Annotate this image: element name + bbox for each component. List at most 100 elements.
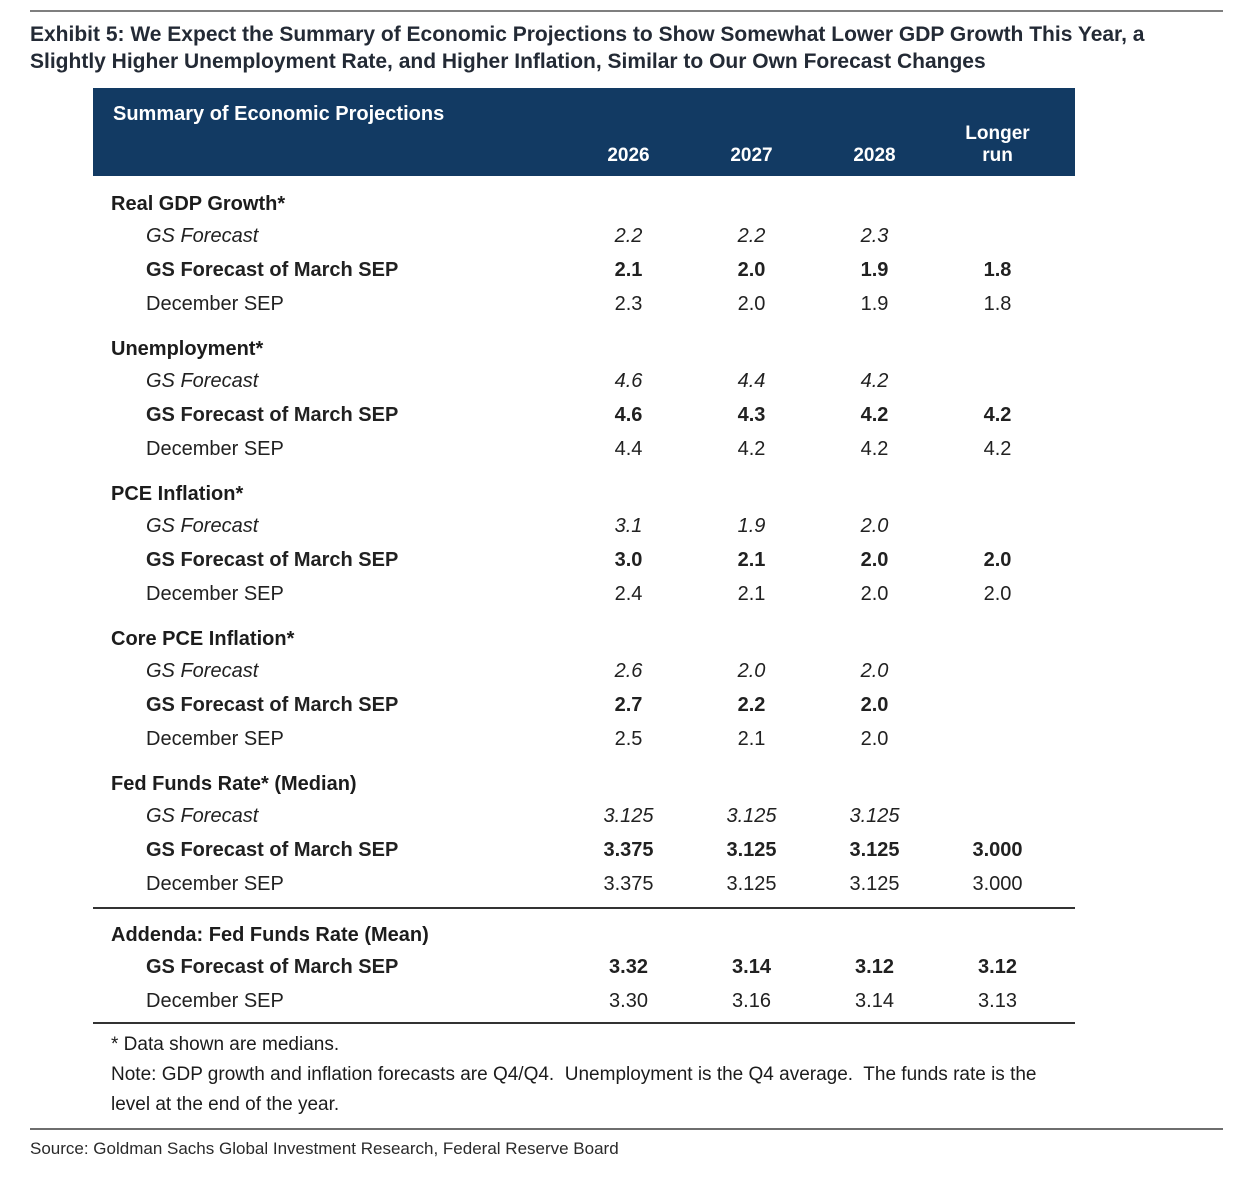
table-section: Addenda: Fed Funds Rate (Mean) GS Forecas… — [93, 907, 1075, 1018]
value-cell: 1.9 — [737, 514, 766, 537]
value-cell: 3.32 — [609, 955, 648, 978]
table-row: GS Forecast 2.6 2.0 2.0 — [93, 654, 1075, 688]
value-cell: 2.6 — [614, 659, 643, 682]
table-row: December SEP 2.5 2.1 2.0 — [93, 722, 1075, 756]
value-cell: 2.1 — [737, 548, 766, 571]
value-cell: 3.125 — [726, 804, 777, 827]
section-label: PCE Inflation* — [111, 483, 244, 505]
value-cell: 2.0 — [860, 727, 889, 750]
value-cell: 2.5 — [614, 727, 643, 750]
table-row: GS Forecast of March SEP 3.375 3.125 3.125 3… — [93, 833, 1075, 867]
row-label: December SEP — [146, 872, 284, 895]
value-cell: 4.6 — [614, 403, 643, 426]
table-section: PCE Inflation* GS Forecast 3.1 1.9 2.0 GS For… — [93, 466, 1075, 611]
column-header-longer-run: Longer run — [965, 123, 1030, 166]
value-cell: 4.2 — [860, 403, 889, 426]
value-cell: 2.0 — [983, 582, 1012, 605]
table-row: GS Forecast 3.125 3.125 3.125 — [93, 799, 1075, 833]
value-cell: 4.2 — [860, 437, 889, 460]
section-label: Core PCE Inflation* — [111, 628, 295, 650]
value-cell: 3.125 — [849, 838, 900, 861]
value-cell: 2.0 — [860, 659, 889, 682]
value-cell: 4.2 — [860, 369, 889, 392]
value-cell: 3.14 — [732, 955, 771, 978]
row-label: GS Forecast of March SEP — [146, 258, 399, 281]
table-row: GS Forecast of March SEP 2.7 2.2 2.0 — [93, 688, 1075, 722]
value-cell: 3.1 — [614, 514, 643, 537]
value-cell: 2.2 — [737, 693, 766, 716]
value-cell: 2.0 — [737, 292, 766, 315]
value-cell: 4.3 — [737, 403, 766, 426]
value-cell: 3.125 — [726, 872, 777, 895]
value-cell: 3.13 — [978, 989, 1017, 1012]
value-cell: 2.1 — [737, 582, 766, 605]
footnote-note: Note: GDP growth and inflation forecasts… — [111, 1064, 1042, 1115]
row-label: GS Forecast of March SEP — [146, 955, 399, 978]
column-header-2027: 2027 — [730, 145, 773, 166]
exhibit-title: Exhibit 5: We Expect the Summary of Econ… — [30, 23, 1145, 73]
row-label: December SEP — [146, 582, 284, 605]
row-label: December SEP — [146, 989, 284, 1012]
value-cell: 3.125 — [849, 872, 900, 895]
source-rule — [30, 1128, 1223, 1130]
table-row: December SEP 3.30 3.16 3.14 3.13 — [93, 984, 1075, 1018]
value-cell: 2.0 — [860, 548, 889, 571]
value-cell: 2.0 — [737, 659, 766, 682]
table-row: December SEP 4.4 4.2 4.2 4.2 — [93, 432, 1075, 466]
value-cell: 4.2 — [983, 403, 1012, 426]
value-cell: 3.375 — [603, 872, 654, 895]
table-row: GS Forecast 4.6 4.4 4.2 — [93, 364, 1075, 398]
value-cell: 2.3 — [860, 224, 889, 247]
table-section: Fed Funds Rate* (Median) GS Forecast 3.125… — [93, 756, 1075, 901]
value-cell: 1.9 — [860, 258, 889, 281]
row-label: GS Forecast — [146, 224, 259, 247]
table-row: December SEP 2.4 2.1 2.0 2.0 — [93, 577, 1075, 611]
row-label: GS Forecast of March SEP — [146, 693, 399, 716]
section-label: Fed Funds Rate* (Median) — [111, 773, 357, 795]
section-label: Addenda: Fed Funds Rate (Mean) — [111, 924, 429, 946]
table-row: GS Forecast of March SEP 3.32 3.14 3.12 3.12 — [93, 950, 1075, 984]
row-label: GS Forecast — [146, 369, 259, 392]
row-label: GS Forecast of March SEP — [146, 838, 399, 861]
table-header: Summary of Economic Projections 2026 202… — [93, 88, 1075, 176]
table-row: GS Forecast of March SEP 4.6 4.3 4.2 4.2 — [93, 398, 1075, 432]
value-cell: 2.0 — [860, 693, 889, 716]
row-label: GS Forecast — [146, 659, 259, 682]
value-cell: 3.0 — [614, 548, 643, 571]
row-label: GS Forecast of March SEP — [146, 403, 399, 426]
value-cell: 2.0 — [737, 258, 766, 281]
footnotes: * Data shown are medians. Note: GDP grow… — [93, 1024, 1075, 1120]
value-cell: 2.2 — [737, 224, 766, 247]
table-row: GS Forecast 3.1 1.9 2.0 — [93, 509, 1075, 543]
section-label: Real GDP Growth* — [111, 193, 286, 215]
value-cell: 3.000 — [972, 872, 1023, 895]
table-section: Real GDP Growth* GS Forecast 2.2 2.2 2.3 GS F… — [93, 176, 1075, 321]
section-divider — [93, 907, 1075, 909]
value-cell: 3.000 — [972, 838, 1023, 861]
row-label: GS Forecast of March SEP — [146, 548, 399, 571]
table-body: Real GDP Growth* GS Forecast 2.2 2.2 2.3 GS F… — [93, 176, 1075, 1024]
value-cell: 3.30 — [609, 989, 648, 1012]
table-row: GS Forecast 2.2 2.2 2.3 — [93, 219, 1075, 253]
value-cell: 4.2 — [737, 437, 766, 460]
value-cell: 4.2 — [983, 437, 1012, 460]
projections-table: Summary of Economic Projections 2026 202… — [93, 88, 1075, 1120]
value-cell: 4.4 — [737, 369, 766, 392]
row-label: GS Forecast — [146, 804, 259, 827]
value-cell: 2.1 — [614, 258, 643, 281]
column-header-2026: 2026 — [607, 145, 650, 166]
value-cell: 2.3 — [614, 292, 643, 315]
value-cell: 3.125 — [849, 804, 900, 827]
value-cell: 3.12 — [978, 955, 1017, 978]
row-label: GS Forecast — [146, 514, 259, 537]
value-cell: 3.14 — [855, 989, 894, 1012]
value-cell: 2.7 — [614, 693, 643, 716]
section-label: Unemployment* — [111, 338, 264, 360]
table-row: GS Forecast of March SEP 3.0 2.1 2.0 2.0 — [93, 543, 1075, 577]
value-cell: 3.125 — [603, 804, 654, 827]
value-cell: 4.6 — [614, 369, 643, 392]
table-header-title: Summary of Economic Projections — [113, 103, 445, 125]
table-row: GS Forecast of March SEP 2.1 2.0 1.9 1.8 — [93, 253, 1075, 287]
value-cell: 3.125 — [726, 838, 777, 861]
footnote-medians: * Data shown are medians. — [111, 1034, 340, 1055]
